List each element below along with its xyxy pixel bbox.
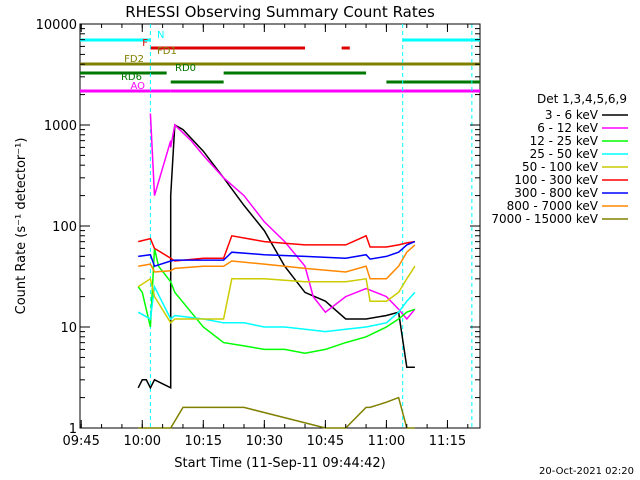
x-axis-label: Start Time (11-Sep-11 09:44:42) [174, 456, 385, 471]
y-tick-label: 100 [52, 220, 77, 235]
flag-label-fd1: FD1 [157, 46, 177, 57]
legend-entry-label: 12 - 25 keV [530, 134, 599, 148]
x-tick-label: 10:00 [124, 434, 161, 449]
flag-label-f: F [142, 38, 148, 49]
y-axis-label: Count Rate (s⁻¹ detector⁻¹) [14, 138, 29, 315]
y-tick-label: 10 [60, 321, 77, 336]
series-line-8 [138, 396, 415, 429]
flag-label-rd0: RD0 [175, 63, 196, 74]
series-line-5 [138, 234, 416, 262]
series-line-2 [137, 248, 416, 354]
y-tick-label: 10000 [36, 18, 77, 33]
x-tick-label: 10:30 [246, 434, 283, 449]
legend-entry-label: 7000 - 15000 keV [491, 212, 598, 226]
x-tick-label: 11:15 [429, 434, 466, 449]
series-line-6 [138, 240, 416, 268]
series-line-4 [137, 265, 416, 324]
date-stamp: 20-Oct-2021 02:20 [539, 466, 634, 477]
chart-title: RHESSI Observing Summary Count Rates [125, 3, 435, 21]
legend-entry-label: 3 - 6 keV [545, 108, 599, 122]
flag-label-n: N [157, 30, 164, 41]
series-line-0 [137, 123, 415, 390]
legend-entry-label: 6 - 12 keV [537, 121, 599, 135]
x-tick-label: 11:00 [368, 434, 405, 449]
legend-entry-label: 50 - 100 keV [522, 160, 599, 174]
x-tick-label: 10:45 [307, 434, 344, 449]
x-tick-label: 09:45 [62, 434, 99, 449]
y-tick-label: 1 [69, 422, 77, 437]
legend-entry-label: 300 - 800 keV [514, 186, 598, 200]
legend-entry-label: 25 - 50 keV [530, 147, 599, 161]
legend-entry-label: 800 - 7000 keV [507, 199, 599, 213]
series-line-3 [137, 284, 416, 333]
series-line-1 [149, 113, 416, 321]
flag-label-rd6: RD6 [121, 72, 142, 83]
legend-title: Det 1,3,4,5,6,9 [537, 92, 627, 106]
x-tick-label: 10:15 [185, 434, 222, 449]
flag-label-ao: AO [130, 81, 145, 92]
series-line-7 [138, 244, 416, 280]
flag-label-fd2: FD2 [124, 54, 144, 65]
legend-entry-label: 100 - 300 keV [514, 173, 598, 187]
y-tick-label: 1000 [44, 119, 77, 134]
